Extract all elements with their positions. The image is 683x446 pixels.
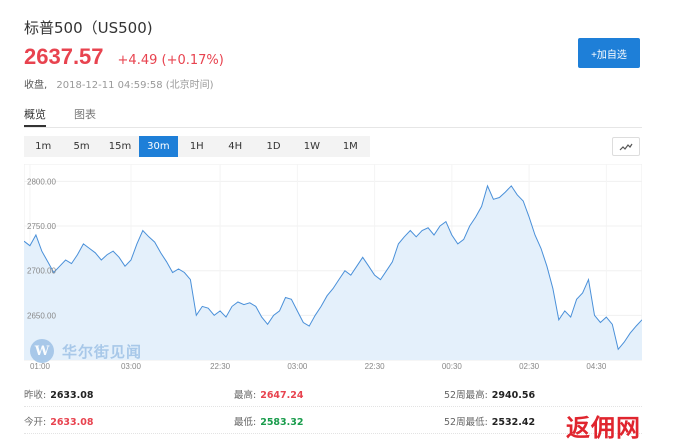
stat-open: 今开: 2633.08 bbox=[24, 414, 93, 428]
price-row: 2637.57 +4.49 (+0.17%) bbox=[24, 44, 224, 70]
stats-table: 昨收: 2633.08 最高: 2647.24 52周最高: 2940.56 今开: 2… bbox=[24, 380, 642, 434]
period-1w[interactable]: 1W bbox=[303, 141, 321, 152]
x-tick-label: 00:30 bbox=[442, 362, 463, 371]
line-chart-icon bbox=[619, 143, 633, 150]
y-tick-label: 2700.00 bbox=[27, 267, 56, 276]
x-tick-label: 02:30 bbox=[519, 362, 540, 371]
period-1h[interactable]: 1H bbox=[189, 141, 204, 152]
stat-value: 2647.24 bbox=[260, 390, 304, 401]
stat-52w-high: 52周最高: 2940.56 bbox=[444, 387, 535, 401]
price-change: +4.49 (+0.17%) bbox=[117, 53, 224, 68]
x-tick-label: 01:00 bbox=[30, 362, 51, 371]
x-tick-label: 22:30 bbox=[210, 362, 231, 371]
y-tick-label: 2650.00 bbox=[27, 311, 56, 320]
instrument-title: 标普500（US500) bbox=[24, 19, 153, 37]
stat-value: 2583.32 bbox=[260, 417, 304, 428]
tab-chart[interactable]: 图表 bbox=[74, 108, 96, 121]
period-selector: 1m 5m 15m 30m 1H 4H 1D 1W 1M bbox=[24, 136, 370, 157]
stat-label: 52周最高: bbox=[444, 390, 488, 401]
price-chart[interactable]: 2800.00 2750.00 2700.00 2650.00 01:00 03:00 22… bbox=[24, 164, 642, 374]
x-tick-label: 22:30 bbox=[365, 362, 386, 371]
view-tabs: 概览 图表 bbox=[24, 106, 642, 128]
stat-low: 最低: 2583.32 bbox=[234, 414, 303, 428]
current-price: 2637.57 bbox=[24, 44, 104, 69]
stat-label: 52周最低: bbox=[444, 417, 488, 428]
period-1m[interactable]: 1m bbox=[35, 141, 52, 152]
corner-watermark: 返佣网 bbox=[566, 414, 641, 442]
stat-value: 2633.08 bbox=[50, 417, 94, 428]
area-fill bbox=[24, 185, 642, 360]
stat-label: 最低: bbox=[234, 417, 257, 428]
y-tick-label: 2800.00 bbox=[27, 177, 56, 186]
period-15m[interactable]: 15m bbox=[108, 141, 132, 152]
period-1d[interactable]: 1D bbox=[266, 141, 281, 152]
x-tick-label: 04:30 bbox=[586, 362, 607, 371]
add-to-watchlist-button[interactable]: +加自选 bbox=[578, 38, 640, 68]
period-30m[interactable]: 30m bbox=[139, 136, 178, 157]
period-4h[interactable]: 4H bbox=[228, 141, 243, 152]
y-tick-label: 2750.00 bbox=[27, 222, 56, 231]
stat-value: 2940.56 bbox=[491, 390, 536, 401]
stat-value: 2633.08 bbox=[50, 390, 94, 401]
chart-type-toggle[interactable] bbox=[612, 137, 640, 156]
price-line bbox=[24, 184, 642, 351]
period-5m[interactable]: 5m bbox=[73, 141, 90, 152]
stat-52w-low: 52周最低: 2532.42 bbox=[444, 414, 535, 428]
stats-row: 今开: 2633.08 最低: 2583.32 52周最低: 2532.42 bbox=[24, 407, 642, 434]
watermark: W 华尔街见闻 bbox=[30, 339, 142, 363]
stat-label: 今开: bbox=[24, 417, 47, 428]
stat-label: 昨收: bbox=[24, 390, 47, 401]
x-tick-label: 03:00 bbox=[287, 362, 308, 371]
watermark-logo: W bbox=[30, 339, 54, 363]
tab-overview[interactable]: 概览 bbox=[24, 106, 46, 127]
market-status: 收盘, 2018-12-11 04:59:58 (北京时间) bbox=[24, 76, 214, 91]
stat-value: 2532.42 bbox=[491, 417, 536, 428]
stat-prev-close: 昨收: 2633.08 bbox=[24, 387, 93, 401]
timestamp: 2018-12-11 04:59:58 (北京时间) bbox=[56, 80, 214, 91]
status-label: 收盘, bbox=[24, 80, 48, 91]
watermark-text: 华尔街见闻 bbox=[62, 342, 143, 361]
period-1mo[interactable]: 1M bbox=[342, 141, 358, 152]
stat-label: 最高: bbox=[234, 390, 257, 401]
x-tick-label: 03:00 bbox=[121, 362, 142, 371]
stats-row: 昨收: 2633.08 最高: 2647.24 52周最高: 2940.56 bbox=[24, 380, 642, 407]
stat-high: 最高: 2647.24 bbox=[234, 387, 303, 401]
